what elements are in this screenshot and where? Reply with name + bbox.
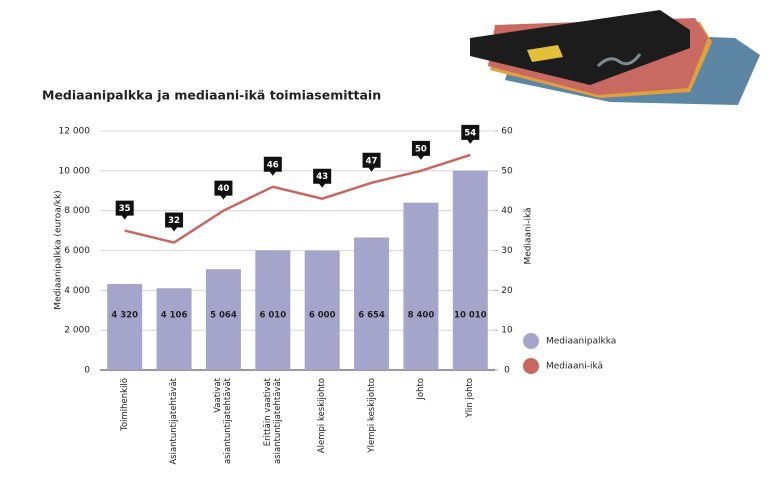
line-value-label: 43 xyxy=(316,172,328,182)
x-tick-label: Ylempi keskijohto xyxy=(366,378,377,453)
y2-axis-label: Mediaani-ikä xyxy=(524,207,534,264)
line-label-box xyxy=(214,180,233,200)
bar xyxy=(156,288,192,370)
line-label-box xyxy=(263,156,282,176)
line-value-label: 50 xyxy=(415,144,427,154)
y2-tick-label: 0 xyxy=(504,366,510,376)
y-tick-label: 4 000 xyxy=(64,286,90,296)
bar-value-label: 6 654 xyxy=(358,311,385,321)
x-tick-label: Asiantuntijatehtävät xyxy=(169,378,180,465)
y2-tick-label: 60 xyxy=(501,127,513,137)
x-tick-label: Erittäin vaativat asiantuntijatehtävät xyxy=(262,378,283,465)
y-tick-label: 6 000 xyxy=(64,246,90,256)
cards-illustration xyxy=(470,10,760,105)
line-label-box xyxy=(115,200,134,220)
legend-label: Mediaanipalkka xyxy=(546,337,616,347)
y-axis-label: Mediaanipalkka (euroa/kk) xyxy=(54,190,64,309)
line-value-label: 40 xyxy=(218,184,230,194)
y-tick-label: 0 xyxy=(84,366,90,376)
y2-tick-label: 40 xyxy=(501,206,513,216)
legend-swatch xyxy=(523,358,539,374)
line-value-label: 46 xyxy=(267,160,279,170)
bar xyxy=(452,170,488,370)
line-label-box xyxy=(461,124,480,144)
line-value-label: 54 xyxy=(464,128,476,138)
line-label-box xyxy=(411,140,430,160)
bar xyxy=(205,269,241,370)
line xyxy=(124,153,471,244)
line-value-label: 47 xyxy=(366,156,378,166)
y-tick-label: 8 000 xyxy=(64,206,90,216)
bar-value-label: 5 064 xyxy=(210,311,237,321)
bar xyxy=(354,237,390,370)
bar xyxy=(255,250,291,370)
bar-value-label: 10 010 xyxy=(454,311,487,321)
y-tick-label: 2 000 xyxy=(64,326,90,336)
line-label-box xyxy=(165,212,184,232)
x-tick-label: Toimihenkilö xyxy=(119,378,130,431)
legend-swatch xyxy=(523,333,539,349)
bar-value-label: 6 010 xyxy=(260,311,287,321)
y2-tick-label: 30 xyxy=(501,246,513,256)
bar-value-label: 4 106 xyxy=(161,311,188,321)
legend-label: Mediaani-ikä xyxy=(546,362,603,372)
line-value-label: 32 xyxy=(168,216,180,226)
y2-tick-label: 10 xyxy=(501,326,513,336)
y2-tick-label: 20 xyxy=(501,286,513,296)
y-tick-label: 12 000 xyxy=(59,127,91,137)
chart-title: Mediaanipalkka ja mediaani-ikä toimiasem… xyxy=(42,88,381,103)
bar xyxy=(403,202,439,370)
line-value-label: 35 xyxy=(119,204,131,214)
bar xyxy=(304,250,340,370)
y2-tick-label: 50 xyxy=(501,166,513,176)
bar-value-label: 6 000 xyxy=(309,311,336,321)
x-tick-label: Ylin johto xyxy=(465,378,476,418)
x-tick-label: Alempi keskijohto xyxy=(317,378,328,454)
bar-value-label: 8 400 xyxy=(408,311,435,321)
bar-value-label: 4 320 xyxy=(111,311,138,321)
line-label-box xyxy=(313,168,332,188)
x-tick-label: Vaativat asiantuntijatehtävät xyxy=(213,378,234,465)
x-tick-label: Johto xyxy=(415,378,426,400)
y-tick-label: 10 000 xyxy=(59,166,91,176)
line-label-box xyxy=(362,152,381,172)
bar xyxy=(107,283,143,370)
